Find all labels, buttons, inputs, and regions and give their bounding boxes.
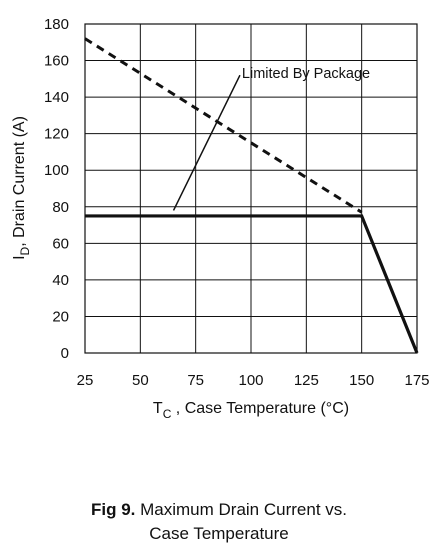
caption-title-1: Maximum Drain Current vs. [140,500,347,519]
x-axis-title-rest: , Case Temperature (°C) [171,400,349,417]
y-tick-label: 60 [52,235,69,252]
y-tick-label: 100 [44,162,69,179]
caption-line-2: Case Temperature [149,524,289,543]
annotation-layer: Limited By Package [172,66,370,211]
y-tick-label: 40 [52,272,69,289]
plot-frame [84,23,418,354]
x-tick-labels: 25 50 75 100 125 150 175 [77,372,430,389]
x-tick-label: 150 [349,372,374,389]
x-axis-title-subscript: C [163,407,172,421]
y-axis-title-rest: , Drain Current (A) [11,116,28,247]
annotation-pointer-line [172,74,241,211]
y-tick-label: 140 [44,89,69,106]
x-axis-title-main: T [153,400,163,417]
y-tick-label: 180 [44,16,69,33]
y-tick-label: 120 [44,126,69,143]
y-tick-labels: 0 20 40 60 80 100 120 140 160 180 [44,16,69,362]
y-axis-title-main: I [11,255,28,259]
drain-current-chart: Limited By Package 25 50 75 100 125 150 175 02… [11,16,430,421]
caption-number: Fig 9. [90,500,136,519]
y-tick-label: 0 [61,345,69,362]
x-tick-label: 75 [187,372,204,389]
caption-line-1: Fig 9. Maximum Drain Current vs. [0,498,438,522]
series-layer [84,37,419,354]
y-tick-label: 160 [44,53,69,70]
x-tick-label: 125 [294,372,319,389]
solid-series-line [85,214,419,354]
figure-caption: Fig 9. Maximum Drain Current vs. Case Te… [0,498,438,546]
x-axis-title: TC , Case Temperature (°C) [153,400,349,421]
x-tick-label: 50 [132,372,149,389]
x-tick-label: 175 [404,372,429,389]
dashed-series-line [84,37,363,214]
y-axis-title: ID, Drain Current (A) [11,116,32,260]
y-axis-title-subscript: D [18,246,32,255]
x-tick-label: 25 [77,372,94,389]
y-tick-label: 20 [52,308,69,325]
annotation-label: Limited By Package [242,66,370,82]
x-tick-label: 100 [238,372,263,389]
y-tick-label: 80 [52,199,69,216]
